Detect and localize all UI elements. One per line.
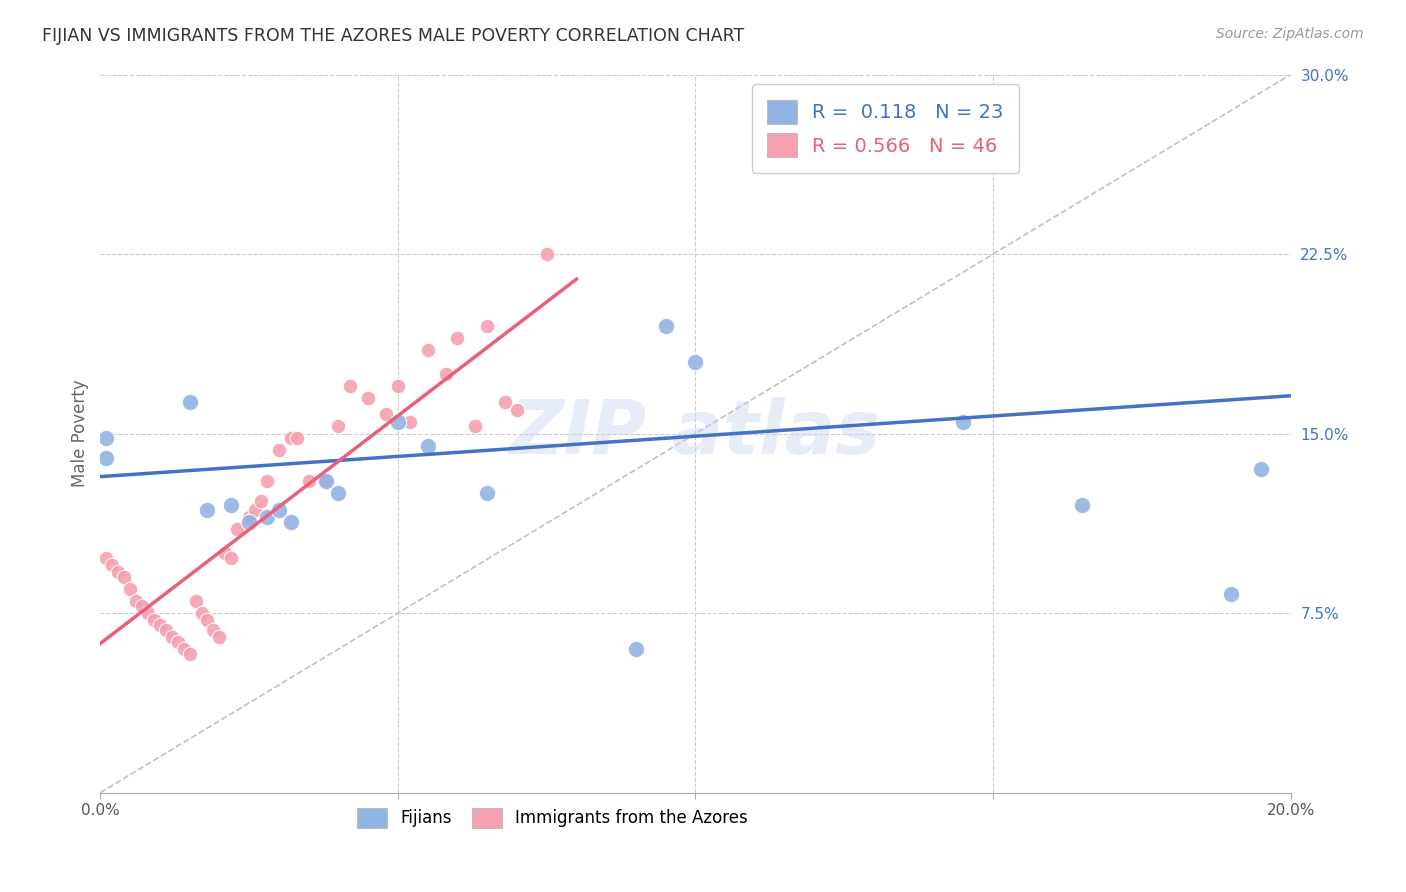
Point [256, 510, 278, 524]
Point [267, 443, 290, 458]
Point [136, 606, 159, 620]
Point [173, 642, 195, 657]
Point [328, 486, 350, 500]
Point [654, 318, 676, 333]
Point [477, 318, 499, 333]
Point [238, 510, 260, 524]
Point [464, 419, 486, 434]
Point [328, 419, 350, 434]
Point [208, 630, 231, 644]
Point [214, 546, 236, 560]
Point [219, 551, 242, 566]
Point [1220, 587, 1243, 601]
Point [285, 431, 308, 445]
Point [250, 493, 273, 508]
Point [155, 623, 177, 637]
Text: FIJIAN VS IMMIGRANTS FROM THE AZORES MALE POVERTY CORRELATION CHART: FIJIAN VS IMMIGRANTS FROM THE AZORES MAL… [42, 27, 744, 45]
Y-axis label: Male Poverty: Male Poverty [72, 380, 89, 487]
Point [477, 486, 499, 500]
Point [280, 515, 302, 529]
Point [280, 431, 302, 445]
Point [96, 450, 118, 465]
Point [685, 355, 707, 369]
Point [142, 613, 165, 627]
Point [197, 613, 219, 627]
Point [339, 378, 361, 392]
Point [184, 594, 207, 608]
Point [125, 594, 148, 608]
Legend: Fijians, Immigrants from the Azores: Fijians, Immigrants from the Azores [350, 801, 755, 835]
Point [120, 582, 142, 597]
Point [267, 503, 290, 517]
Point [166, 635, 188, 649]
Point [863, 139, 886, 153]
Point [256, 475, 278, 489]
Point [219, 499, 242, 513]
Point [387, 378, 409, 392]
Point [243, 503, 266, 517]
Point [96, 551, 118, 566]
Point [315, 475, 337, 489]
Point [434, 367, 457, 381]
Point [226, 522, 249, 536]
Point [190, 606, 212, 620]
Point [398, 415, 420, 429]
Text: Source: ZipAtlas.com: Source: ZipAtlas.com [1216, 27, 1364, 41]
Point [624, 642, 647, 657]
Point [160, 630, 183, 644]
Point [536, 247, 558, 261]
Point [315, 475, 337, 489]
Point [197, 503, 219, 517]
Point [416, 343, 439, 357]
Point [446, 331, 468, 345]
Point [107, 566, 129, 580]
Point [416, 439, 439, 453]
Point [1250, 462, 1272, 476]
Point [179, 647, 201, 661]
Point [131, 599, 153, 613]
Point [149, 618, 172, 632]
Point [952, 415, 974, 429]
Text: ZIP atlas: ZIP atlas [510, 397, 882, 470]
Point [96, 431, 118, 445]
Point [1071, 499, 1094, 513]
Point [202, 623, 225, 637]
Point [357, 391, 380, 405]
Point [506, 402, 529, 417]
Point [298, 475, 321, 489]
Point [375, 408, 398, 422]
Point [101, 558, 124, 573]
Point [179, 395, 201, 409]
Point [832, 91, 855, 105]
Point [387, 415, 409, 429]
Point [112, 570, 135, 584]
Point [238, 515, 260, 529]
Point [494, 395, 516, 409]
